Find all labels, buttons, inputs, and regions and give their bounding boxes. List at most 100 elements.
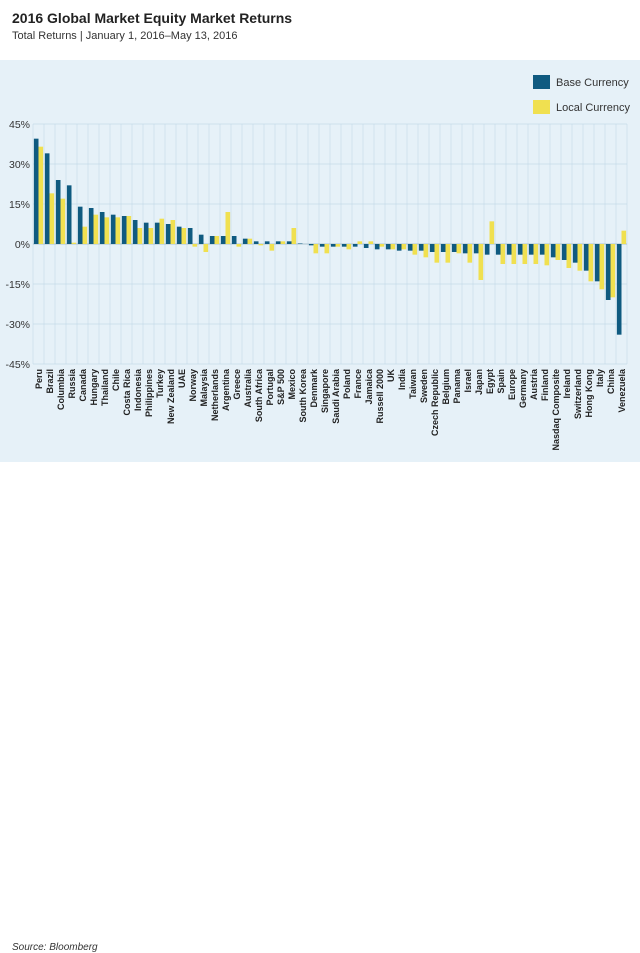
base-currency-bar [221,236,226,244]
x-tick-label: Indonesia [133,368,143,411]
x-tick-label: Hungary [89,369,99,406]
base-currency-bar [540,244,545,255]
local-currency-bar [171,220,176,244]
x-tick-label: Argentina [221,368,231,411]
local-currency-bar [413,244,418,255]
x-tick-label: Switzerland [573,369,583,419]
base-currency-bar [562,244,567,260]
base-currency-bar [276,241,281,244]
x-tick-label: Russia [67,368,77,399]
base-currency-bar [298,243,303,244]
base-currency-bar [89,208,94,244]
local-currency-bar [72,243,77,244]
x-tick-label: Sweden [419,369,429,403]
local-currency-bar [556,244,561,260]
base-currency-bar [606,244,611,300]
local-currency-bar [127,216,132,244]
base-currency-bar [375,244,380,249]
local-currency-bar [534,244,539,264]
base-currency-bar [166,224,171,244]
base-currency-bar [551,244,556,257]
legend-local-currency-label: Local Currency [556,102,630,114]
local-currency-bar [281,241,286,244]
local-currency-bar [490,221,495,244]
x-tick-label: Columbia [56,368,66,410]
local-currency-bar [248,239,253,244]
local-currency-bar [204,244,209,252]
local-currency-bar [325,244,330,253]
local-currency-bar [468,244,473,263]
local-currency-bar [94,215,99,244]
x-tick-label: UAE [177,369,187,388]
x-tick-label: Austria [529,368,539,400]
x-tick-label: Czech Republic [430,369,440,436]
base-currency-bar [518,244,523,255]
base-currency-bar [397,244,402,251]
base-currency-bar [342,244,347,247]
x-tick-label: Brazil [45,369,55,394]
base-currency-bar [408,244,413,251]
local-currency-bar [105,217,110,244]
local-currency-bar [347,244,352,249]
local-currency-bar [39,147,44,244]
x-tick-label: New Zealand [166,369,176,424]
local-currency-bar [391,244,396,249]
x-tick-label: Nasdaq Composite [551,369,561,451]
y-tick-label: 15% [9,199,30,211]
base-currency-bar [232,236,237,244]
base-currency-bar [111,215,116,244]
base-currency-bar [67,185,72,244]
local-currency-bar [567,244,572,268]
base-currency-bar [331,244,336,247]
base-currency-bar [463,244,468,253]
x-tick-label: Europe [507,369,517,400]
x-tick-label: Belgium [441,369,451,405]
local-currency-bar [358,241,363,244]
local-currency-bar [622,231,627,244]
local-currency-bar [116,217,121,244]
base-currency-bar [34,139,39,244]
x-tick-label: France [353,369,363,399]
base-currency-bar [441,244,446,252]
local-currency-bar [226,212,231,244]
x-tick-label: Singapore [320,369,330,413]
local-currency-bar [182,228,187,244]
x-tick-label: Philippines [144,369,154,417]
x-tick-label: Poland [342,369,352,399]
local-currency-bar [193,244,198,247]
local-currency-bar [50,193,55,244]
base-currency-bar [419,244,424,251]
local-currency-bar [160,219,165,244]
x-tick-label: Spain [496,369,506,394]
local-currency-bar [457,244,462,253]
local-currency-bar [446,244,451,263]
base-currency-bar [78,207,83,244]
local-currency-bar [479,244,484,280]
local-currency-bar [501,244,506,264]
x-tick-label: Chile [111,369,121,391]
base-currency-bar [496,244,501,255]
x-tick-label: Japan [474,369,484,395]
base-currency-bar [595,244,600,281]
base-currency-bar [144,223,149,244]
legend-local-currency-swatch [533,100,550,114]
base-currency-bar [364,244,369,248]
x-tick-label: Netherlands [210,369,220,421]
x-tick-label: Australia [243,368,253,408]
local-currency-bar [600,244,605,289]
local-currency-bar [314,244,319,253]
x-tick-label: Saudi Arabia [331,368,341,424]
x-tick-label: China [606,368,616,394]
base-currency-bar [452,244,457,252]
x-tick-label: Taiwan [408,369,418,399]
x-tick-label: Italy [595,369,605,387]
base-currency-bar [265,241,270,244]
base-currency-bar [320,244,325,247]
local-currency-bar [578,244,583,271]
base-currency-bar [122,216,127,244]
base-currency-bar [210,236,215,244]
x-tick-label: South Africa [254,368,264,422]
x-tick-label: Greece [232,369,242,400]
x-tick-label: Canada [78,368,88,402]
